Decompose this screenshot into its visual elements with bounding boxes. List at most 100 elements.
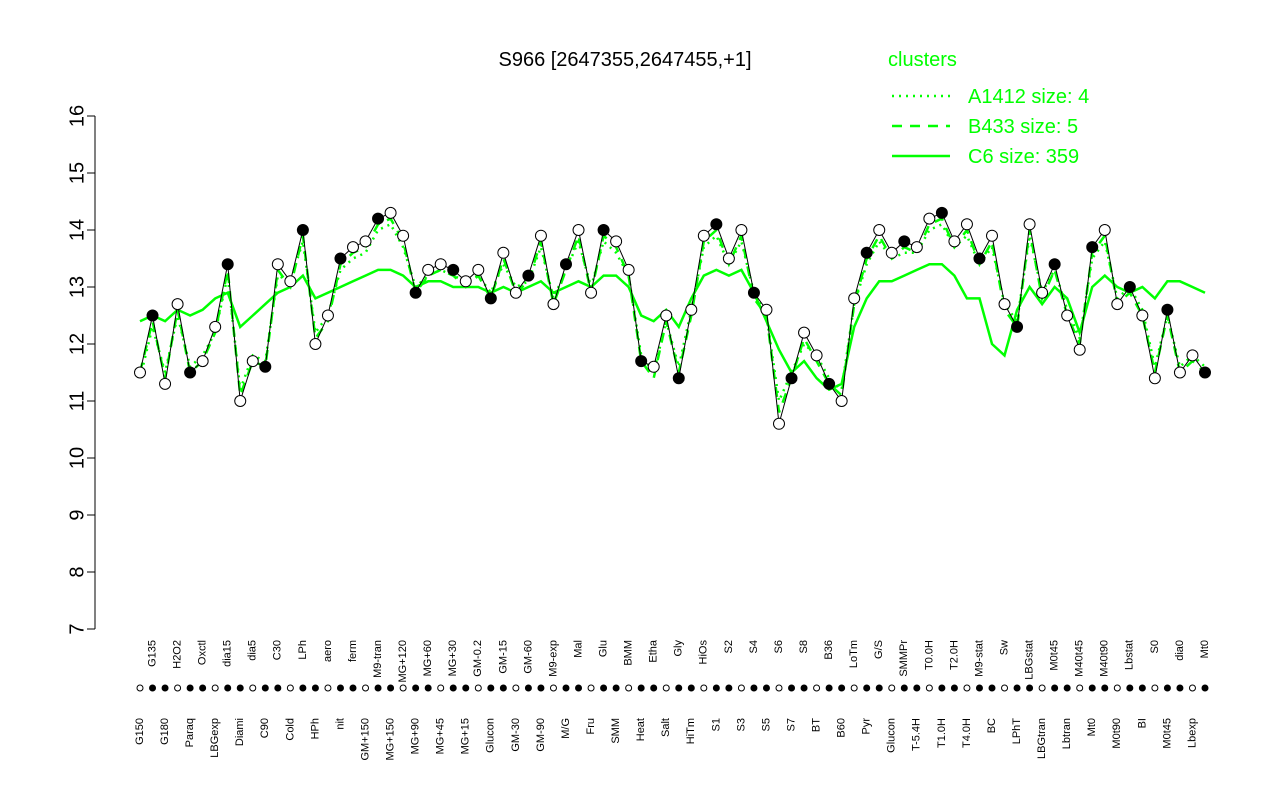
category-marker	[687, 684, 695, 692]
x-tick-label: T2.0H	[948, 640, 960, 670]
x-tick-label: M0t45	[1161, 718, 1173, 749]
x-tick-label: G135	[146, 640, 158, 667]
data-point	[184, 366, 197, 379]
x-tick-label: MG+15	[460, 718, 472, 754]
x-tick-label: C90	[259, 718, 271, 738]
data-point	[585, 286, 598, 299]
x-tick-label: Sw	[998, 640, 1010, 655]
data-point	[910, 241, 923, 254]
x-tick-label: M/G	[560, 718, 572, 739]
x-tick-label: Gly	[673, 640, 685, 657]
category-marker	[1001, 684, 1009, 692]
x-tick-label: Mal	[572, 640, 584, 658]
x-tick-label: Diami	[234, 718, 246, 746]
x-tick-label: BMM	[623, 640, 635, 666]
category-marker	[412, 684, 420, 692]
data-point	[647, 360, 660, 373]
x-tick-label: SMMPr	[898, 640, 910, 677]
x-tick-label: HiTm	[685, 718, 697, 744]
category-marker	[487, 684, 495, 692]
x-tick-label: Heat	[635, 718, 647, 741]
data-point	[835, 395, 848, 407]
x-tick-label: MG+90	[410, 718, 422, 754]
category-marker	[662, 684, 670, 692]
x-tick-label: Fru	[585, 718, 597, 735]
category-marker	[612, 684, 620, 692]
category-marker	[888, 684, 896, 692]
x-tick-label: S6	[773, 640, 785, 653]
category-marker	[474, 684, 482, 692]
category-marker	[963, 684, 971, 692]
data-point	[196, 355, 209, 368]
category-marker	[900, 684, 908, 692]
category-marker	[1176, 684, 1184, 692]
category-marker	[725, 684, 733, 692]
data-point	[209, 320, 222, 333]
x-tick-label: GM-15	[497, 640, 509, 674]
category-marker	[174, 684, 182, 692]
category-marker	[988, 684, 996, 692]
legend-label: B433 size: 5	[968, 116, 1078, 138]
data-point	[221, 258, 234, 271]
x-tick-label: LoTm	[848, 640, 860, 668]
category-marker	[587, 684, 595, 692]
data-point	[134, 366, 146, 379]
category-marker	[236, 684, 244, 692]
x-tick-label: GM-0.2	[472, 640, 484, 677]
x-tick-label: LBGtran	[1036, 718, 1048, 759]
x-tick-label: ferm	[347, 640, 359, 662]
category-marker	[161, 684, 169, 692]
data-point	[635, 355, 648, 368]
data-point	[547, 298, 560, 311]
x-tick-label: LPhT	[1011, 718, 1023, 745]
data-point	[1011, 320, 1024, 333]
data-point	[810, 349, 823, 362]
x-tick-label: HPh	[309, 718, 321, 739]
x-tick-label: GM-90	[535, 718, 547, 752]
data-point	[848, 292, 861, 305]
category-marker	[1038, 684, 1046, 692]
x-tick-label: Lbtran	[1061, 718, 1073, 749]
x-tick-label: B36	[823, 640, 835, 660]
data-point	[146, 309, 159, 322]
category-marker	[1101, 684, 1109, 692]
data-point	[484, 292, 497, 305]
category-marker	[1163, 684, 1171, 692]
data-point	[347, 241, 359, 254]
data-point	[434, 258, 447, 271]
x-tick-label: HiOs	[698, 640, 710, 665]
data-point	[685, 303, 698, 316]
data-point	[1111, 298, 1124, 311]
data-point	[522, 269, 535, 282]
x-tick-label: Glucon	[886, 718, 898, 753]
data-point	[823, 377, 836, 390]
category-marker	[1188, 684, 1196, 692]
data-point	[259, 360, 272, 373]
x-tick-label: T-5.4H	[911, 718, 923, 751]
category-marker	[788, 684, 796, 692]
x-tick-label: H2O2	[171, 640, 183, 669]
category-marker	[650, 684, 658, 692]
data-point	[296, 224, 309, 236]
data-point	[271, 258, 284, 271]
x-tick-label: Lbexp	[1186, 718, 1198, 748]
x-tick-label: S1	[710, 718, 722, 731]
category-marker	[950, 684, 958, 692]
x-tick-label: Mt0	[1199, 640, 1211, 658]
category-marker	[149, 684, 157, 692]
data-point	[960, 218, 973, 231]
category-marker	[399, 684, 407, 692]
data-point	[572, 224, 585, 236]
data-point	[409, 286, 422, 299]
category-marker	[374, 684, 382, 692]
data-point	[1048, 258, 1061, 271]
x-tick-label: M9-stat	[973, 640, 985, 677]
category-marker	[863, 684, 871, 692]
category-marker	[925, 684, 933, 692]
data-point	[334, 252, 347, 265]
x-tick-label: B60	[836, 718, 848, 738]
x-tick-label: Paraq	[184, 718, 196, 747]
data-point	[898, 235, 911, 248]
data-point	[459, 275, 472, 288]
